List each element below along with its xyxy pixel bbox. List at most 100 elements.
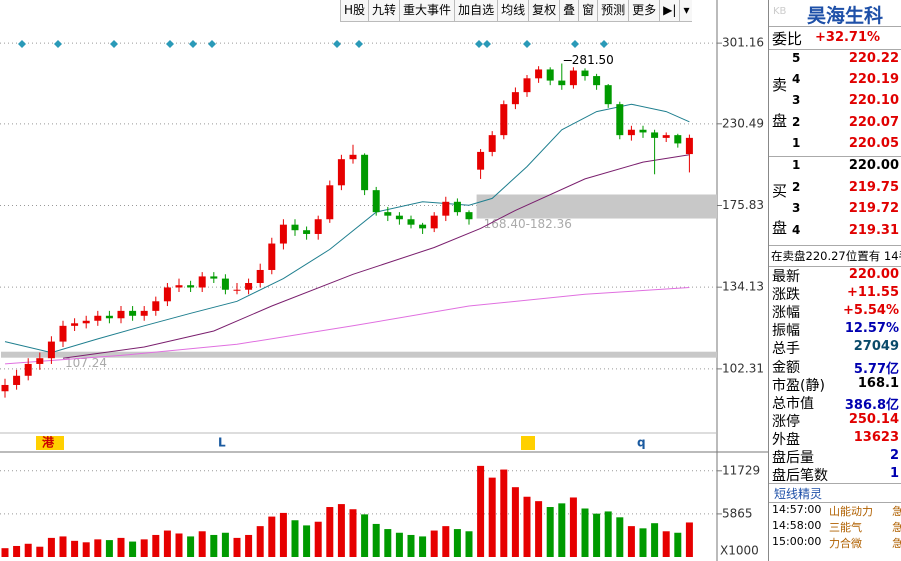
volume-bar (94, 539, 102, 557)
band-label: 168.40-182.36 (484, 217, 572, 231)
volume-bar (593, 513, 601, 557)
candle-body (442, 201, 450, 216)
volume-bar (326, 507, 334, 557)
candle-body (129, 310, 137, 316)
volume-bar (233, 537, 241, 557)
candle-body (105, 315, 113, 319)
alert-time[interactable]: 14:57:00 (772, 503, 822, 516)
toolbar-button[interactable]: 九转 (368, 0, 399, 21)
volume-bar (71, 540, 79, 557)
quote-panel: KB 昊海生科 委比 +32.71% 卖盘买盘 5 220.22 4 220.19 3 220.10… (768, 0, 901, 561)
candle-body (419, 224, 427, 229)
divider (769, 502, 901, 503)
candle-body (82, 320, 90, 324)
toolbar-button[interactable]: 预测 (597, 0, 628, 21)
candle-body (314, 219, 322, 234)
volume-bar (361, 514, 369, 557)
ask-level: 5 (792, 51, 801, 65)
candle-body (674, 135, 682, 144)
alert-tag[interactable]: 急 (892, 535, 901, 551)
alert-tag[interactable]: 急 (892, 519, 901, 535)
volume-bar (337, 504, 345, 557)
candle-body (279, 224, 287, 244)
volume-bar (105, 540, 113, 557)
candle-body (430, 215, 438, 229)
volume-bar (36, 546, 44, 557)
candle-body (500, 104, 508, 136)
bid-level: 3 (792, 201, 801, 215)
stat-value: 168.1 (857, 375, 899, 391)
toolbar-button[interactable]: 复权 (528, 0, 559, 21)
volume-bar (210, 534, 218, 557)
candle-body (291, 224, 299, 231)
volume-bar (546, 507, 554, 557)
volume-bar (535, 501, 543, 557)
volume-bar (639, 528, 647, 557)
candle-body (163, 287, 171, 302)
volume-bar (581, 508, 589, 557)
alert-name[interactable]: 三能气 (829, 521, 862, 534)
volume-bar (616, 517, 624, 557)
stock-name: 昊海生科 (807, 5, 884, 27)
volume-bar (59, 536, 67, 557)
alert-time[interactable]: 14:58:00 (772, 519, 822, 532)
stat-label: 盘后笔数 (772, 468, 828, 485)
volume-bar (129, 541, 137, 557)
candle-body (511, 92, 519, 105)
toolbar-button[interactable]: 窗 (578, 0, 597, 21)
ask-price: 220.22 (848, 51, 899, 66)
toolbar-button[interactable]: 均线 (497, 0, 528, 21)
divider (769, 483, 901, 484)
candle-body (117, 310, 125, 319)
volume-bar (163, 530, 171, 557)
event-badge (521, 436, 535, 450)
band-label: 107.24 (65, 356, 107, 370)
volume-bar (198, 531, 206, 557)
alert-tag[interactable]: 急 (892, 503, 901, 519)
volume-bar (488, 477, 496, 557)
candle-body (268, 243, 276, 270)
candle-body (523, 78, 531, 93)
price-band (1, 351, 717, 358)
toolbar-icon[interactable]: ▶| (659, 0, 679, 21)
event-icon (166, 40, 174, 48)
candle-body (13, 375, 21, 385)
alert-time[interactable]: 15:00:00 (772, 535, 822, 548)
volume-bar (372, 523, 380, 557)
event-icon (483, 40, 491, 48)
volume-bar (395, 532, 403, 557)
volume-bar (175, 533, 183, 557)
alert-name[interactable]: 力合微 (829, 537, 862, 550)
event-icon (189, 40, 197, 48)
candle-body (221, 278, 229, 290)
volume-bar (523, 496, 531, 557)
toolbar-button[interactable]: H股 (340, 0, 368, 21)
volume-bar (291, 520, 299, 557)
event-icon (355, 40, 363, 48)
volume-bar (651, 523, 659, 557)
ratio-label: 委比 (772, 30, 803, 48)
stat-label: 涨停 (772, 413, 800, 430)
candle-body (337, 159, 345, 186)
toolbar-button[interactable]: 叠 (559, 0, 578, 21)
toolbar-button[interactable]: 更多 (628, 0, 659, 21)
stat-label: 总市值 (772, 395, 814, 412)
toolbar-button[interactable]: 重大事件 (399, 0, 454, 21)
candle-body (152, 301, 160, 311)
ask-price: 220.07 (848, 114, 899, 130)
y-tick-label: 102.31 (722, 361, 764, 375)
toolbar-button[interactable]: 加自选 (454, 0, 497, 21)
volume-bar (384, 529, 392, 557)
volume-bar (453, 529, 461, 557)
toolbar-icon[interactable]: ▾ (679, 0, 692, 21)
volume-bar (465, 531, 473, 557)
stat-value: 1 (889, 466, 899, 482)
volume-bar (477, 465, 485, 557)
alert-name[interactable]: 山能动力 (829, 505, 873, 518)
stat-label: 金额 (772, 359, 800, 376)
side-label: 盘 (772, 219, 788, 237)
bid-level: 4 (792, 222, 801, 237)
ask-level: 4 (792, 72, 801, 87)
stat-label: 总手 (772, 341, 800, 358)
